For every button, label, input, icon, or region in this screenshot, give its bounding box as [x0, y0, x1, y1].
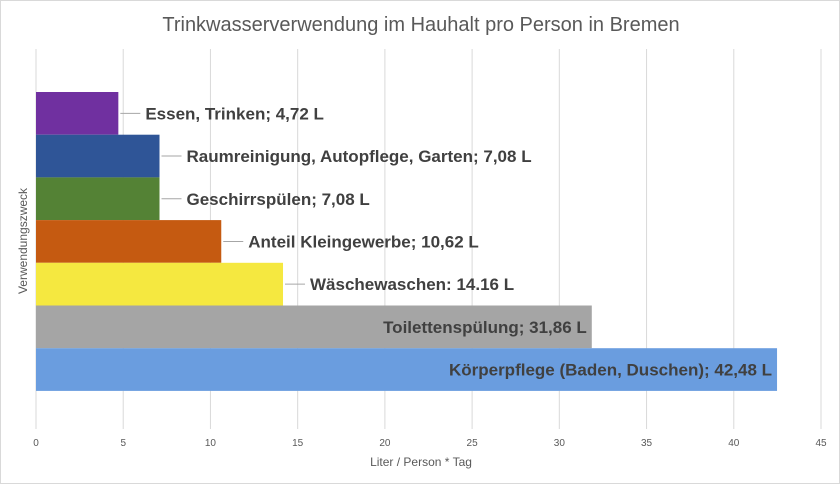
- y-axis-label: Verwendungszweck: [16, 187, 30, 294]
- data-label: Essen, Trinken; 4,72 L: [145, 104, 324, 123]
- x-tick-label: 15: [292, 438, 304, 449]
- bar: [36, 92, 119, 135]
- data-label: Geschirrspülen; 7,08 L: [187, 190, 370, 209]
- bar: [36, 348, 778, 391]
- bar: [36, 305, 592, 349]
- bar: [36, 220, 222, 263]
- bar: [36, 262, 284, 306]
- data-label: Anteil Kleingewerbe; 10,62 L: [248, 232, 479, 251]
- bar: [36, 177, 160, 221]
- data-label: Raumreinigung, Autopflege, Garten; 7,08 …: [187, 147, 532, 166]
- x-tick-label: 20: [379, 438, 391, 449]
- chart-title: Trinkwasserverwendung im Hauhalt pro Per…: [162, 14, 679, 36]
- x-tick-label: 40: [728, 438, 740, 449]
- x-tick-label: 0: [33, 438, 39, 449]
- data-label: Toilettenspülung; 31,86 L: [383, 318, 587, 337]
- x-tick-label: 10: [205, 438, 217, 449]
- x-tick-label: 5: [120, 438, 126, 449]
- data-label: Körperpflege (Baden, Duschen); 42,48 L: [449, 361, 772, 380]
- x-tick-label: 35: [641, 438, 653, 449]
- x-tick-label: 30: [554, 438, 566, 449]
- x-tick-label: 45: [815, 438, 827, 449]
- data-label: Wäschewaschen: 14.16 L: [310, 275, 514, 294]
- x-axis-label: Liter / Person * Tag: [370, 455, 472, 469]
- bar: [36, 134, 160, 178]
- x-tick-label: 25: [467, 438, 479, 449]
